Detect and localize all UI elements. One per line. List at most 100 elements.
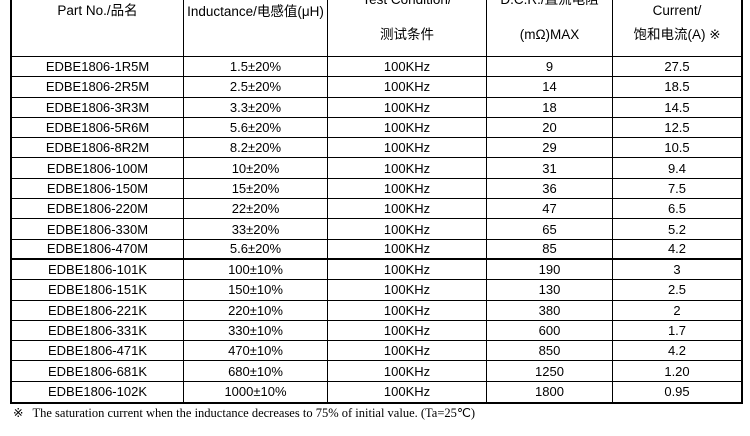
footnote: ※ The saturation current when the inducta… — [13, 405, 475, 421]
cell-test: 100KHz — [328, 300, 487, 321]
header-current: Current/ 饱和电流(A) ※ — [613, 0, 741, 57]
header-test-condition: Test Condition/ 测试条件 — [328, 0, 487, 57]
cell-dcr: 36 — [487, 178, 613, 200]
cell-test: 100KHz — [328, 57, 487, 78]
footnote-marker: ※ — [13, 406, 24, 420]
cell-current: 12.5 — [613, 117, 741, 139]
header-test-condition-label-en: Test Condition/ — [328, 0, 486, 8]
cell-inductance: 470±10% — [184, 341, 328, 362]
cell-current: 4.2 — [613, 341, 741, 362]
cell-test: 100KHz — [328, 280, 487, 301]
cell-test: 100KHz — [328, 361, 487, 382]
cell-part: EDBE1806-100M — [12, 158, 184, 179]
cell-part: EDBE1806-1R5M — [12, 57, 184, 78]
cell-inductance: 22±20% — [184, 199, 328, 220]
header-inductance-label: Inductance/电感值(μH) — [187, 4, 324, 19]
cell-part: EDBE1806-471K — [12, 341, 184, 362]
cell-current: 10.5 — [613, 138, 741, 159]
cell-current: 6.5 — [613, 199, 741, 220]
cell-test: 100KHz — [328, 77, 487, 98]
cell-current: 7.5 — [613, 178, 741, 200]
cell-dcr: 190 — [487, 259, 613, 281]
cell-part: EDBE1806-220M — [12, 199, 184, 220]
cell-dcr: 29 — [487, 138, 613, 159]
cell-part: EDBE1806-681K — [12, 361, 184, 382]
cell-part: EDBE1806-5R6M — [12, 117, 184, 139]
cell-dcr: 65 — [487, 219, 613, 240]
cell-dcr: 9 — [487, 57, 613, 78]
cell-part: EDBE1806-8R2M — [12, 138, 184, 159]
cell-test: 100KHz — [328, 199, 487, 220]
cell-inductance: 2.5±20% — [184, 77, 328, 98]
cell-inductance: 680±10% — [184, 361, 328, 382]
cell-inductance: 15±20% — [184, 178, 328, 200]
cell-dcr: 47 — [487, 199, 613, 220]
cell-current: 27.5 — [613, 57, 741, 78]
cell-part: EDBE1806-151K — [12, 280, 184, 301]
cell-part: EDBE1806-330M — [12, 219, 184, 240]
cell-inductance: 330±10% — [184, 320, 328, 342]
cell-test: 100KHz — [328, 381, 487, 403]
header-inductance: Inductance/电感值(μH) — [184, 0, 328, 57]
cell-inductance: 3.3±20% — [184, 97, 328, 118]
cell-inductance: 100±10% — [184, 259, 328, 281]
cell-inductance: 1.5±20% — [184, 57, 328, 78]
cell-current: 2.5 — [613, 280, 741, 301]
cell-current: 9.4 — [613, 158, 741, 179]
cell-dcr: 1250 — [487, 361, 613, 382]
cell-current: 18.5 — [613, 77, 741, 98]
cell-test: 100KHz — [328, 219, 487, 240]
cell-current: 1.7 — [613, 320, 741, 342]
header-dcr-label-unit: (mΩ)MAX — [519, 27, 580, 42]
cell-test: 100KHz — [328, 341, 487, 362]
cell-test: 100KHz — [328, 320, 487, 342]
inductor-spec-table: Part No./品名 Inductance/电感值(μH) Test Cond… — [10, 0, 743, 405]
cell-dcr: 85 — [487, 239, 613, 260]
cell-current: 14.5 — [613, 97, 741, 118]
cell-inductance: 150±10% — [184, 280, 328, 301]
cell-test: 100KHz — [328, 138, 487, 159]
cell-dcr: 380 — [487, 300, 613, 321]
cell-current: 4.2 — [613, 239, 741, 260]
header-part-no: Part No./品名 — [12, 0, 184, 57]
cell-inductance: 5.6±20% — [184, 239, 328, 260]
cell-part: EDBE1806-101K — [12, 259, 184, 281]
cell-test: 100KHz — [328, 158, 487, 179]
cell-dcr: 20 — [487, 117, 613, 139]
cell-test: 100KHz — [328, 97, 487, 118]
cell-current: 3 — [613, 259, 741, 281]
header-dcr-label-en: D.C.R./直流电阻 — [487, 0, 612, 8]
header-current-label-en: Current/ — [652, 3, 702, 18]
cell-inductance: 220±10% — [184, 300, 328, 321]
cell-inductance: 1000±10% — [184, 381, 328, 403]
cell-current: 0.95 — [613, 381, 741, 403]
cell-dcr: 31 — [487, 158, 613, 179]
footnote-text: The saturation current when the inductan… — [32, 406, 476, 420]
cell-dcr: 600 — [487, 320, 613, 342]
cell-inductance: 10±20% — [184, 158, 328, 179]
cell-part: EDBE1806-3R3M — [12, 97, 184, 118]
cell-part: EDBE1806-221K — [12, 300, 184, 321]
cell-current: 2 — [613, 300, 741, 321]
header-current-label-cn: 饱和电流(A) ※ — [633, 27, 721, 42]
cell-part: EDBE1806-150M — [12, 178, 184, 200]
cell-inductance: 8.2±20% — [184, 138, 328, 159]
cell-current: 5.2 — [613, 219, 741, 240]
cell-inductance: 33±20% — [184, 219, 328, 240]
header-test-condition-label-cn: 测试条件 — [380, 27, 434, 42]
cell-part: EDBE1806-2R5M — [12, 77, 184, 98]
cell-dcr: 18 — [487, 97, 613, 118]
header-part-no-label: Part No./品名 — [57, 3, 138, 18]
cell-test: 100KHz — [328, 178, 487, 200]
cell-dcr: 1800 — [487, 381, 613, 403]
cell-test: 100KHz — [328, 259, 487, 281]
cell-test: 100KHz — [328, 239, 487, 260]
cell-part: EDBE1806-102K — [12, 381, 184, 403]
cell-dcr: 130 — [487, 280, 613, 301]
cell-dcr: 14 — [487, 77, 613, 98]
cell-inductance: 5.6±20% — [184, 117, 328, 139]
cell-part: EDBE1806-331K — [12, 320, 184, 342]
cell-current: 1.20 — [613, 361, 741, 382]
cell-dcr: 850 — [487, 341, 613, 362]
cell-part: EDBE1806-470M — [12, 239, 184, 260]
